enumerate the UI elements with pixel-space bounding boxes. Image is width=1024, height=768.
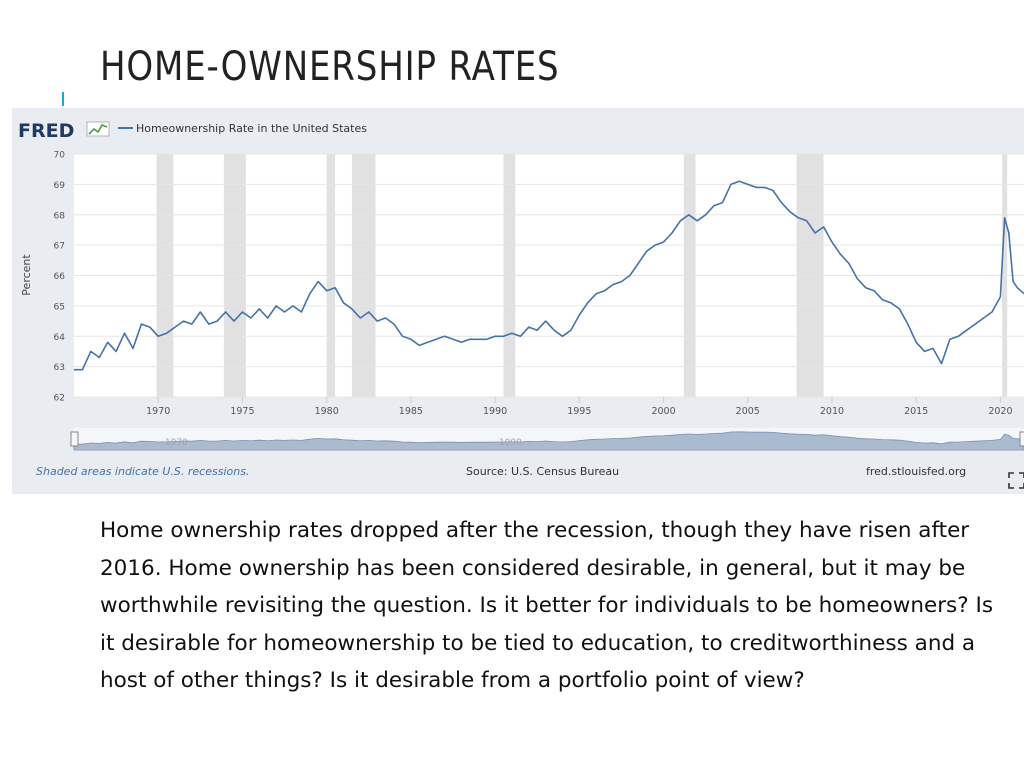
x-tick-labels: 1970 1975 1980 1985 1990 1995 2000 2005 2010 2015… — [146, 397, 1013, 417]
navigator-series-area — [73, 431, 1024, 451]
y-tick-label: 69 — [54, 181, 66, 191]
y-tick-label: 68 — [54, 211, 66, 221]
x-tick-label: 1970 — [146, 406, 170, 417]
fullscreen-icon[interactable] — [1008, 472, 1024, 489]
fred-chart-panel: FRED Homeownership Rate in the United St… — [12, 108, 1024, 494]
x-tick-label: 1975 — [230, 406, 254, 417]
slide-title: HOME-OWNERSHIP RATES — [100, 44, 560, 90]
x-tick-label: 2020 — [988, 406, 1012, 417]
navigator-left-handle[interactable] — [70, 431, 79, 447]
gridlines — [74, 153, 1024, 398]
x-tick-label: 1995 — [567, 406, 591, 417]
y-tick-labels: 62 63 64 65 66 67 68 69 70 — [54, 151, 66, 404]
y-tick-label: 62 — [54, 394, 65, 404]
source-note: Source: U.S. Census Bureau — [466, 465, 619, 478]
x-tick-label: 1980 — [315, 406, 339, 417]
navigator-label-1990: 1990 — [499, 438, 522, 448]
y-tick-label: 70 — [54, 151, 66, 161]
x-tick-label: 2015 — [904, 406, 928, 417]
navigator-right-handle[interactable] — [1019, 431, 1024, 447]
x-tick-label: 1990 — [483, 406, 507, 417]
x-tick-label: 1985 — [399, 406, 423, 417]
fred-logo: FRED — [18, 120, 74, 142]
legend-label: Homeownership Rate in the United States — [136, 122, 367, 135]
fred-url[interactable]: fred.stlouisfed.org — [866, 465, 966, 478]
fred-chart: FRED Homeownership Rate in the United St… — [18, 120, 1024, 489]
navigator-label-1970: 1970 — [165, 438, 188, 448]
y-tick-label: 66 — [54, 272, 66, 282]
series-line — [74, 180, 1024, 371]
y-tick-label: 65 — [54, 302, 65, 312]
accent-bar — [62, 92, 64, 106]
y-tick-label: 67 — [54, 242, 65, 252]
y-axis-label: Percent — [20, 254, 33, 296]
body-text: Home ownership rates dropped after the r… — [100, 518, 994, 694]
fred-logo-graph-icon — [86, 121, 110, 137]
y-tick-label: 64 — [54, 333, 66, 343]
recession-note: Shaded areas indicate U.S. recessions. — [36, 465, 249, 478]
x-tick-label: 2010 — [820, 406, 844, 417]
x-tick-label: 2005 — [736, 406, 760, 417]
x-tick-label: 2000 — [651, 406, 675, 417]
y-tick-label: 63 — [54, 363, 65, 373]
